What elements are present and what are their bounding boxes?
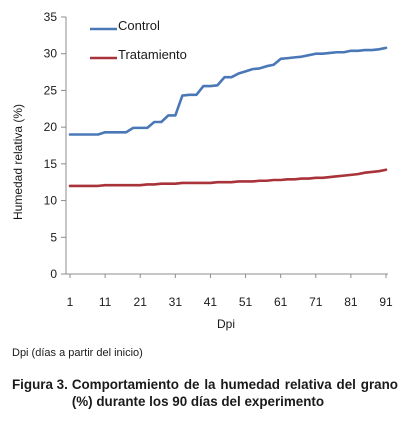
legend: Control Tratamiento <box>90 18 187 62</box>
x-tick-label: 81 <box>344 295 358 309</box>
x-tick-label: 41 <box>204 295 218 309</box>
y-tick-label: 0 <box>50 267 57 281</box>
x-tick-label: 51 <box>239 295 253 309</box>
figure-caption-text: Comportamiento de la humedad relativa de… <box>71 377 398 409</box>
y-tick-label: 35 <box>44 10 58 24</box>
x-tick-label: 91 <box>379 295 393 309</box>
x-tick-label: 31 <box>169 295 183 309</box>
figure-caption-label: Figura 3. <box>12 377 68 392</box>
legend-label: Tratamiento <box>118 47 187 62</box>
y-tick-label: 20 <box>44 120 58 134</box>
x-tick-label: 11 <box>99 295 112 309</box>
axis-note: Dpi (días a partir del inicio) <box>12 347 143 359</box>
y-tick-label: 5 <box>50 230 57 244</box>
series-line-tratamiento <box>68 168 388 188</box>
x-tick-label: 61 <box>274 295 288 309</box>
x-axis-title: Dpi <box>217 317 235 331</box>
y-tick-label: 10 <box>44 194 58 208</box>
y-tick-label: 30 <box>44 47 58 61</box>
series-layer <box>68 46 388 188</box>
y-tick-label: 25 <box>44 83 58 97</box>
x-tick-label: 1 <box>67 295 74 309</box>
y-axis-title: Humedad relativa (%) <box>11 104 25 220</box>
figure-caption: Figura 3. Comportamiento de la humedad r… <box>12 376 398 410</box>
x-tick-label: 71 <box>309 295 323 309</box>
y-axis: 0 5 10 15 20 25 30 35 <box>44 10 67 281</box>
y-tick-label: 15 <box>44 157 58 171</box>
x-axis: 1 11 21 31 41 51 61 71 81 91 <box>66 273 393 309</box>
x-tick-label: 21 <box>134 295 148 309</box>
series-line-control <box>68 46 388 136</box>
legend-label: Control <box>118 18 160 33</box>
